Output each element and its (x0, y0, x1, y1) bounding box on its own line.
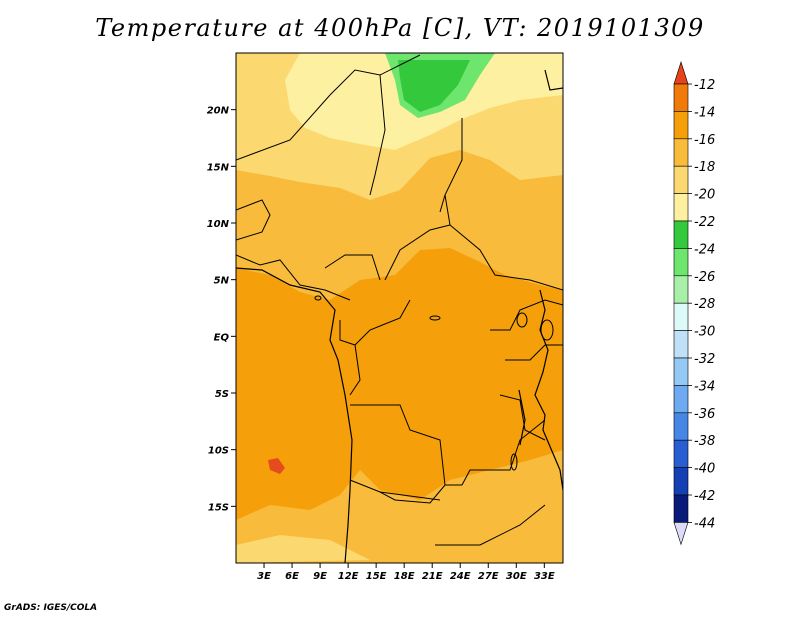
country-borders (236, 54, 563, 546)
x-tick-label: 24E (450, 571, 471, 582)
colorbar-label: -22 (694, 215, 715, 230)
y-tick-label: 15S (208, 502, 229, 513)
colorbar-label: -16 (694, 133, 715, 148)
y-tick-label: EQ (214, 332, 230, 343)
coastlines (236, 69, 563, 563)
colorbar-swatch (673, 385, 689, 414)
colorbar-swatch (673, 439, 689, 468)
colorbar-label: -12 (694, 78, 715, 93)
colorbar-swatch (673, 330, 689, 359)
y-tick-label: 5S (215, 389, 229, 400)
colorbar-label: -18 (694, 160, 715, 175)
x-tick-label: 21E (422, 571, 443, 582)
colorbar-label: -28 (694, 297, 715, 312)
y-axis: 20N 15N 10N 5N EQ 5S 10S 15S (207, 106, 236, 513)
colorbar-label: -32 (694, 352, 715, 367)
colorbar-top-arrow (673, 61, 689, 85)
x-tick-label: 30E (506, 571, 527, 582)
y-tick-label: 10N (207, 219, 230, 230)
band-minus12-spot (268, 458, 285, 474)
colorbar-swatch (673, 138, 689, 167)
credit-label: GrADS: IGES/COLA (4, 603, 98, 613)
x-tick-label: 33E (534, 571, 555, 582)
x-tick-label: 9E (313, 571, 327, 582)
colorbar-swatch (673, 193, 689, 222)
colorbar-label: -42 (694, 489, 715, 504)
colorbar-swatch (673, 275, 689, 304)
colorbar-swatch (673, 165, 689, 194)
colorbar-swatch (673, 248, 689, 277)
colorbar-label: -36 (694, 407, 715, 422)
band-minus16-south (236, 450, 563, 563)
y-tick-label: 10S (208, 446, 229, 457)
x-tick-label: 15E (366, 571, 387, 582)
x-axis: 3E 6E 9E 12E 15E 18E 21E 24E 27E 30E 33E (257, 563, 555, 582)
colorbar-label: -24 (694, 242, 715, 257)
colorbar-label: -34 (694, 379, 715, 394)
band-minus24-core (398, 60, 470, 112)
lakes (314, 295, 554, 471)
colorbar-label: -44 (694, 516, 715, 531)
colorbar-label: -30 (694, 325, 715, 340)
colorbar-swatch (673, 467, 689, 496)
y-tick-label: 20N (207, 106, 230, 117)
map-frame (235, 52, 564, 564)
x-tick-label: 18E (394, 571, 415, 582)
colorbar-swatch (673, 220, 689, 249)
y-tick-label: 15N (207, 162, 230, 173)
temperature-contours (236, 53, 563, 563)
colorbar-label: -38 (694, 434, 715, 449)
chart-title: Temperature at 400hPa [C], VT: 201910130… (95, 14, 705, 42)
colorbar-swatch (673, 302, 689, 331)
x-tick-label: 3E (257, 571, 271, 582)
colorbar-label: -26 (694, 270, 715, 285)
colorbar-swatch (673, 494, 689, 523)
colorbar-swatch (673, 83, 689, 112)
colorbar-bottom-arrow (673, 522, 689, 546)
colorbar-swatch (673, 357, 689, 386)
colorbar-swatch (673, 412, 689, 441)
x-tick-label: 12E (338, 571, 359, 582)
band-minus16-southwest (236, 535, 370, 563)
x-tick-label: 6E (285, 571, 299, 582)
y-tick-label: 5N (214, 276, 230, 287)
colorbar-label: -40 (694, 462, 715, 477)
colorbar: -12 -14 -16 -18 -20 -22 -24 -26 -28 -30 -32 -34 -36 -… (673, 61, 715, 546)
x-tick-label: 27E (478, 571, 499, 582)
colorbar-label: -20 (694, 188, 715, 203)
colorbar-swatch (673, 111, 689, 140)
colorbar-label: -14 (694, 105, 715, 120)
